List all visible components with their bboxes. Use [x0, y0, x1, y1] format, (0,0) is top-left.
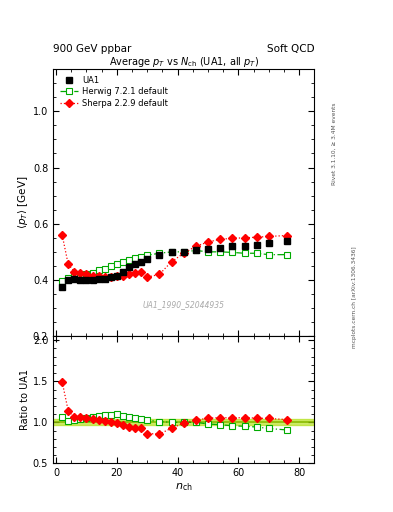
Text: mcplots.cern.ch [arXiv:1306.3436]: mcplots.cern.ch [arXiv:1306.3436] — [352, 246, 357, 348]
Text: Soft QCD: Soft QCD — [267, 44, 314, 54]
Y-axis label: $\langle p_T\rangle$ [GeV]: $\langle p_T\rangle$ [GeV] — [16, 176, 30, 229]
Text: Rivet 3.1.10, ≥ 3.4M events: Rivet 3.1.10, ≥ 3.4M events — [332, 102, 337, 185]
Text: UA1_1990_S2044935: UA1_1990_S2044935 — [143, 300, 225, 309]
Legend: UA1, Herwig 7.2.1 default, Sherpa 2.2.9 default: UA1, Herwig 7.2.1 default, Sherpa 2.2.9 … — [57, 73, 171, 110]
Bar — [53, 419, 314, 425]
Y-axis label: Ratio to UA1: Ratio to UA1 — [20, 369, 30, 430]
Text: 900 GeV ppbar: 900 GeV ppbar — [53, 44, 131, 54]
Title: Average $p_T$ vs $N_{\rm ch}$ (UA1, all $p_T$): Average $p_T$ vs $N_{\rm ch}$ (UA1, all … — [108, 55, 259, 69]
X-axis label: $n_{\rm ch}$: $n_{\rm ch}$ — [175, 481, 193, 493]
